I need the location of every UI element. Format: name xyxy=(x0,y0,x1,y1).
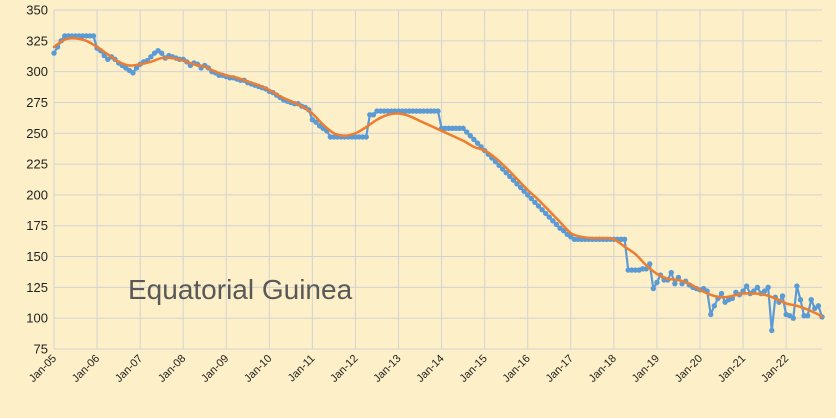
series-1-marker xyxy=(474,140,481,146)
series-1-marker xyxy=(158,50,165,56)
series-1-marker xyxy=(546,214,552,220)
series-1-marker xyxy=(517,184,524,191)
series-1-marker xyxy=(550,218,556,224)
series-1-marker xyxy=(790,315,796,321)
series-1-marker xyxy=(761,288,768,294)
series-1-marker xyxy=(815,303,822,309)
series-1-marker xyxy=(435,108,441,114)
y-tick-label: 125 xyxy=(26,280,48,295)
series-1-marker xyxy=(808,296,814,303)
series-1-marker xyxy=(464,129,470,135)
series-1-marker xyxy=(363,134,369,140)
y-tick-label: 225 xyxy=(26,157,48,172)
series-1-marker xyxy=(743,283,750,289)
series-1-marker xyxy=(460,125,466,132)
series-1-marker xyxy=(51,50,57,56)
y-tick-label: 275 xyxy=(26,95,48,110)
series-1-marker xyxy=(130,70,136,76)
series-layer xyxy=(51,33,825,334)
y-tick-label: 100 xyxy=(26,311,48,326)
series-1-marker xyxy=(542,210,549,217)
series-1-marker xyxy=(521,188,527,194)
series-1-marker xyxy=(510,177,517,183)
series-1-marker xyxy=(471,136,477,143)
series-1-marker xyxy=(503,170,509,176)
series-1-marker xyxy=(672,280,678,287)
series-1-marker xyxy=(650,285,657,292)
series-1-marker xyxy=(532,199,538,206)
series-1-marker xyxy=(654,279,660,286)
y-tick-label: 75 xyxy=(34,342,48,357)
y-tick-label: 175 xyxy=(26,218,48,233)
series-1-marker xyxy=(711,303,718,309)
series-1-marker xyxy=(133,65,140,71)
series-1-marker xyxy=(718,290,725,297)
series-1-marker xyxy=(499,166,506,172)
series-1-marker xyxy=(779,293,786,299)
series-1-marker xyxy=(804,313,811,319)
y-axis-tick-labels: 75 100 125 150 175 200 225 250 275 300 325 350 xyxy=(26,3,48,357)
series-2-line xyxy=(52,37,824,319)
series-1-marker xyxy=(539,207,545,213)
series-1-marker xyxy=(535,203,542,209)
series-1-marker xyxy=(467,133,473,139)
series-1-marker xyxy=(313,119,319,125)
y-tick-label: 350 xyxy=(26,3,48,18)
series-1-marker xyxy=(647,261,653,267)
series-1-marker xyxy=(90,33,97,39)
series-1-marker xyxy=(496,162,502,169)
series-1-marker xyxy=(525,192,531,198)
series-1-marker xyxy=(370,112,377,118)
series-1-marker xyxy=(553,221,560,228)
series-1-marker xyxy=(528,195,535,202)
series-1-marker xyxy=(754,284,761,291)
y-tick-label: 325 xyxy=(26,33,48,48)
series-1-marker xyxy=(507,173,513,180)
series-1-marker xyxy=(765,284,771,291)
y-tick-label: 300 xyxy=(26,64,48,79)
series-1-marker xyxy=(708,311,714,318)
y-tick-label: 200 xyxy=(26,187,48,202)
series-1-marker xyxy=(514,181,520,187)
horizontal-gridlines xyxy=(54,9,822,350)
series-1-marker xyxy=(668,269,674,276)
series-1-marker xyxy=(621,236,628,242)
series-1-marker xyxy=(797,296,804,303)
country-annotation: Equatorial Guinea xyxy=(128,274,353,305)
series-1-marker xyxy=(148,54,154,60)
y-tick-label: 250 xyxy=(26,126,48,141)
series-1-marker xyxy=(794,283,800,289)
y-tick-label: 150 xyxy=(26,249,48,264)
series-1-marker xyxy=(769,327,775,334)
